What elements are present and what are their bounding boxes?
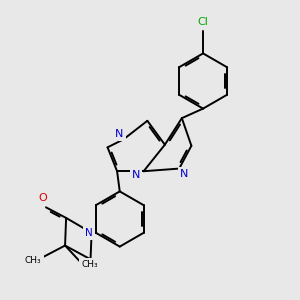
Text: N: N xyxy=(180,169,189,179)
Text: N: N xyxy=(132,170,140,181)
Text: O: O xyxy=(38,193,47,203)
Text: CH₃: CH₃ xyxy=(25,256,41,265)
Text: CH₃: CH₃ xyxy=(81,260,98,269)
Text: N: N xyxy=(115,129,123,139)
Text: N: N xyxy=(85,228,93,238)
Text: Cl: Cl xyxy=(198,17,208,27)
